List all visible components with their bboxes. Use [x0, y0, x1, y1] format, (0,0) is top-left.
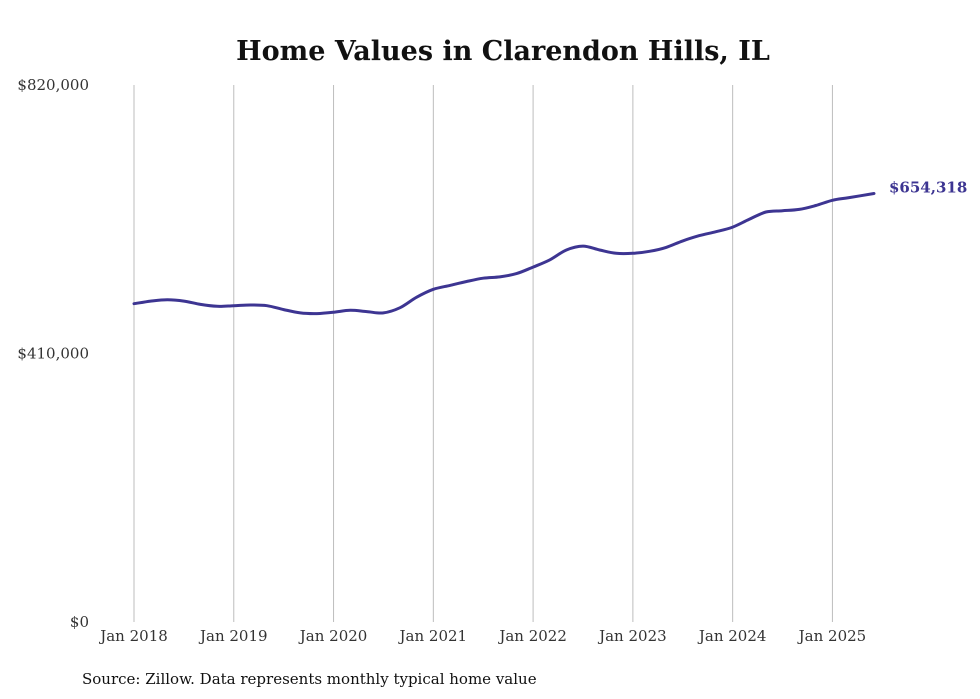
x-tick-label: Jan 2020 — [298, 627, 368, 645]
x-tick-label: Jan 2021 — [398, 627, 468, 645]
x-tick-label: Jan 2018 — [98, 627, 168, 645]
y-tick-label: $0 — [70, 613, 89, 631]
vertical-gridlines — [133, 85, 833, 622]
source-note: Source: Zillow. Data represents monthly … — [82, 670, 537, 688]
x-tick-label: Jan 2023 — [597, 627, 667, 645]
y-tick-label: $820,000 — [17, 76, 89, 94]
x-tick-label: Jan 2025 — [797, 627, 867, 645]
y-axis-tick-labels: $0 $410,000 $820,000 — [17, 76, 89, 631]
home-value-line — [132, 192, 876, 316]
y-tick-label: $410,000 — [17, 345, 89, 363]
latest-value-label: $654,318 — [889, 179, 967, 197]
x-tick-label: Jan 2022 — [497, 627, 567, 645]
x-tick-label: Jan 2024 — [697, 627, 767, 645]
x-axis-tick-labels: Jan 2018 Jan 2019 Jan 2020 Jan 2021 Jan 2022… — [98, 627, 866, 645]
x-tick-label: Jan 2019 — [198, 627, 268, 645]
chart-title: Home Values in Clarendon Hills, IL — [236, 36, 770, 67]
